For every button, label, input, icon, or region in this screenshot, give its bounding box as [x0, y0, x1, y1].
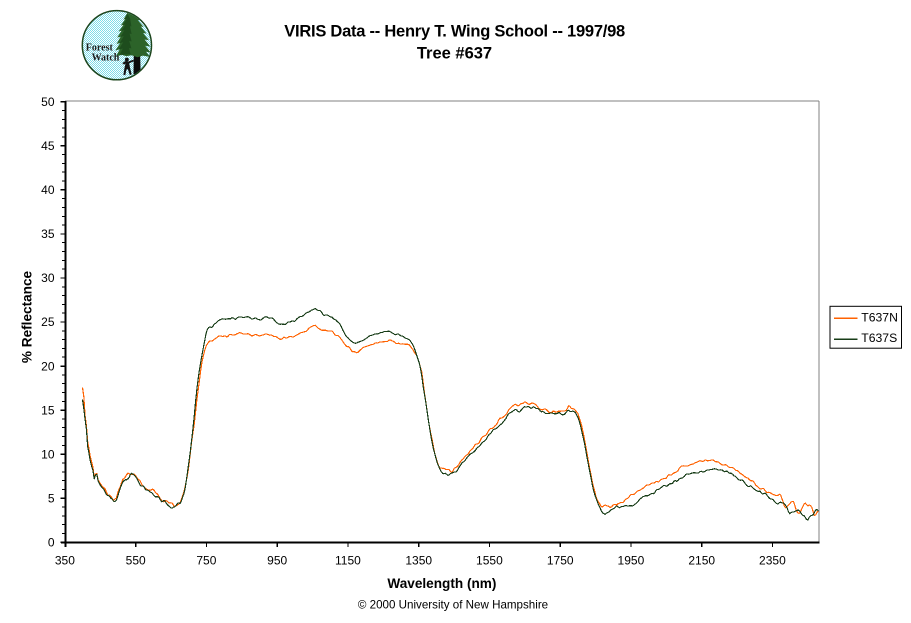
svg-text:2350: 2350 — [759, 553, 786, 567]
svg-text:VIRIS Data -- Henry T. Wing Sc: VIRIS Data -- Henry T. Wing School -- 19… — [284, 23, 625, 41]
svg-text:10: 10 — [41, 447, 55, 461]
svg-text:350: 350 — [55, 553, 75, 567]
svg-text:45: 45 — [41, 139, 55, 153]
svg-text:1350: 1350 — [405, 553, 432, 567]
svg-text:5: 5 — [48, 491, 55, 505]
svg-text:50: 50 — [41, 95, 55, 109]
svg-text:0: 0 — [48, 536, 55, 550]
svg-text:Tree #637: Tree #637 — [417, 45, 492, 63]
svg-text:Wavelength (nm): Wavelength (nm) — [387, 576, 496, 591]
svg-text:15: 15 — [41, 403, 55, 417]
svg-text:30: 30 — [41, 271, 55, 285]
svg-text:2150: 2150 — [688, 553, 715, 567]
svg-text:Forest: Forest — [86, 43, 114, 54]
svg-text:T637S: T637S — [861, 331, 897, 345]
svg-text:550: 550 — [126, 553, 146, 567]
svg-text:1950: 1950 — [618, 553, 645, 567]
svg-text:950: 950 — [267, 553, 287, 567]
svg-text:25: 25 — [41, 315, 55, 329]
svg-text:1150: 1150 — [335, 553, 361, 567]
svg-text:Watch: Watch — [92, 52, 120, 63]
svg-text:% Reflectance: % Reflectance — [20, 270, 35, 363]
svg-text:T637N: T637N — [861, 310, 898, 324]
svg-text:1750: 1750 — [547, 553, 574, 567]
svg-text:750: 750 — [196, 553, 216, 567]
svg-text:© 2000 University of New Hamps: © 2000 University of New Hampshire — [358, 598, 548, 611]
svg-text:20: 20 — [41, 359, 55, 373]
svg-text:1550: 1550 — [476, 553, 503, 567]
svg-text:35: 35 — [41, 227, 55, 241]
svg-text:40: 40 — [41, 183, 55, 197]
